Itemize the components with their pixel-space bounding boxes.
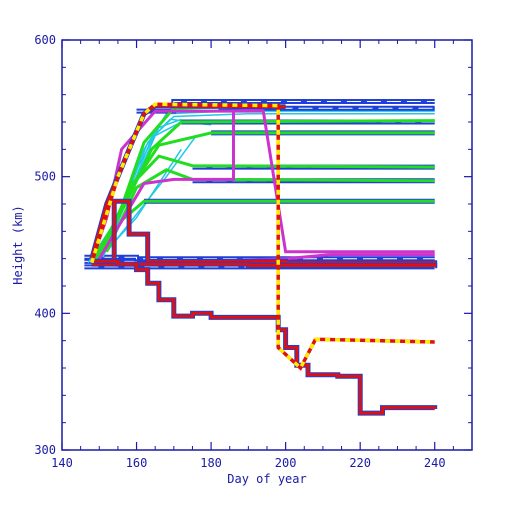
y-tick-label: 400 <box>34 306 56 320</box>
x-tick-label: 180 <box>200 456 222 470</box>
x-axis-ticks: 140 160 180 200 220 240 <box>51 40 454 470</box>
series-layer <box>84 99 438 416</box>
x-tick-label: 160 <box>126 456 148 470</box>
x-tick-label: 220 <box>349 456 371 470</box>
series-line-cyan <box>106 135 197 253</box>
x-axis-title: Day of year <box>227 472 306 486</box>
y-tick-label: 600 <box>34 33 56 47</box>
y-axis-ticks: 300 400 500 600 <box>34 33 472 457</box>
series-line-dashed <box>90 102 435 371</box>
series-line-red <box>91 199 437 265</box>
y-tick-label: 500 <box>34 170 56 184</box>
y-tick-label: 300 <box>34 443 56 457</box>
x-tick-label: 240 <box>424 456 446 470</box>
x-tick-label: 200 <box>275 456 297 470</box>
x-tick-label: 140 <box>51 456 73 470</box>
series-line-red <box>91 262 437 267</box>
y-axis-title: Height (km) <box>11 205 25 284</box>
